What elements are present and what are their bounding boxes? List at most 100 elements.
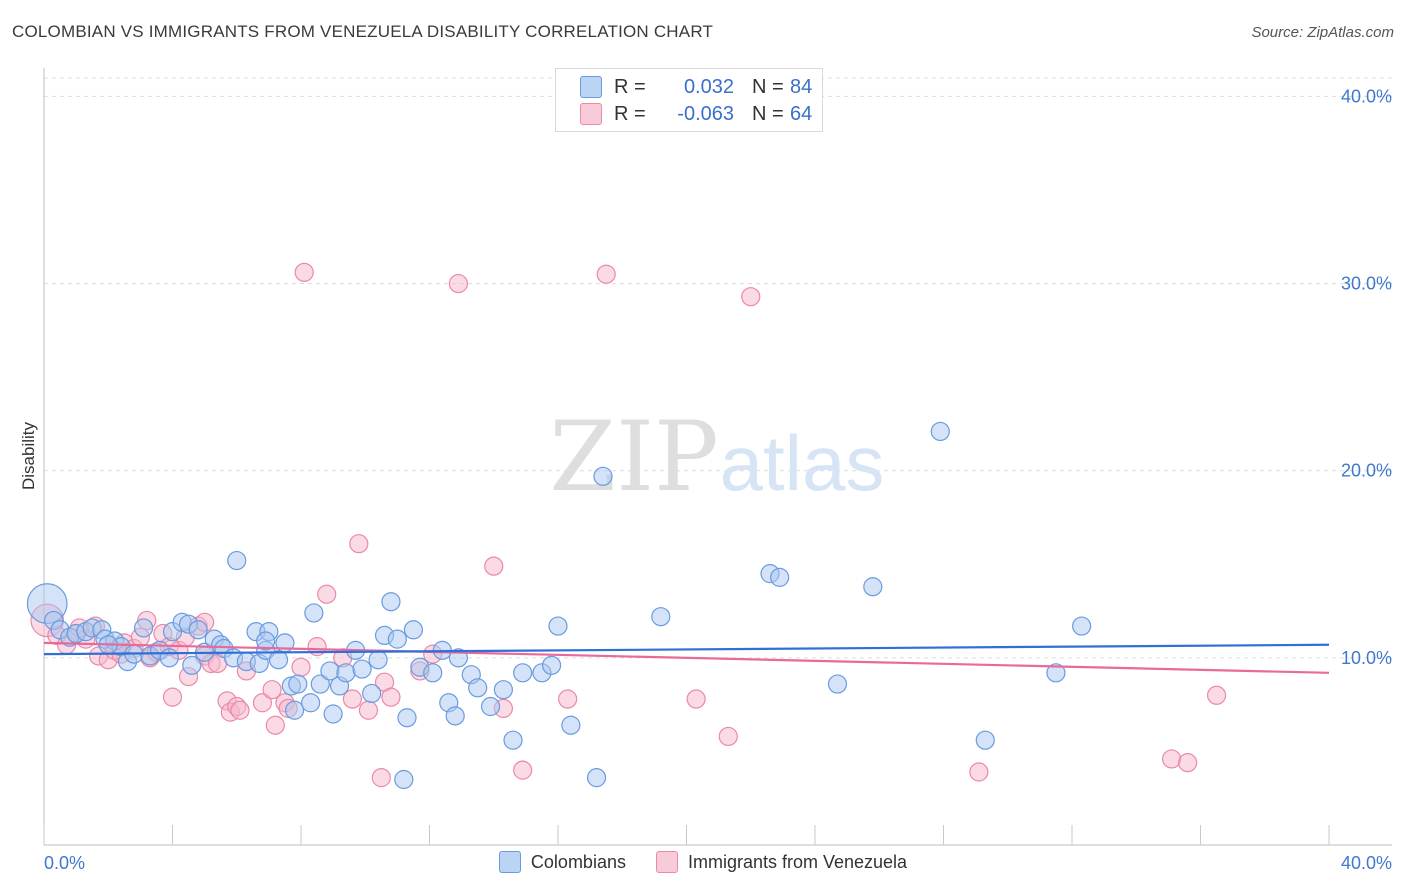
colombians-point [1046,663,1066,683]
colombians-point [445,706,465,726]
watermark: ZIP atlas [549,401,884,513]
venezuela-point [448,273,469,294]
legend-label-colombians: Colombians [530,851,626,872]
x-axis-ticks [43,825,1330,845]
stats-row-venezuela: R = -0.063 N = 64 [580,100,812,128]
venezuela-swatch [580,103,602,125]
colombians-point [1072,616,1092,636]
colombians-point [288,674,308,694]
colombians-point [133,618,154,638]
colombians-point [403,620,424,640]
venezuela-point [686,689,706,709]
colombians-point [503,730,523,750]
colombians-point [182,655,202,675]
venezuela-point [969,762,989,782]
colombians-point [336,663,356,683]
colombians-point [188,620,208,640]
colombians-point [493,680,513,700]
r-value: 0.032 [683,75,734,98]
n-label: N = [752,75,784,98]
gridlines [44,77,1392,659]
colombians-point [541,655,562,675]
venezuela-legend-swatch [655,851,678,873]
colombians-point [480,696,501,717]
colombians-point [159,648,179,668]
venezuela-point [252,693,273,713]
colombians-point [381,592,401,612]
colombians-point [561,715,581,735]
colombians-point [284,700,305,720]
venezuela-point [718,726,738,747]
chart-title: COLOMBIAN VS IMMIGRANTS FROM VENEZUELA D… [12,22,714,41]
y-tick-label: 30.0% [1341,274,1392,294]
r-value: -0.063 [677,102,734,125]
legend-item-venezuela[interactable]: Immigrants from Venezuela [655,851,908,873]
colombians-legend-swatch [498,851,521,873]
venezuela-trend-line [43,641,1330,674]
colombians-point [256,631,276,651]
venezuela-point [741,287,761,307]
colombians-trend-line [43,643,1330,656]
y-tick-labels: 10.0% 20.0% 30.0% 40.0% [1341,86,1392,667]
watermark-atlas: atlas [720,419,885,507]
colombians-point [423,663,443,683]
venezuela-point [265,715,285,735]
venezuela-point [358,700,379,720]
x-tick-label-min: 0.0% [44,853,85,873]
colombians-point [863,577,883,597]
watermark-zip: ZIP [549,401,718,513]
colombians-point [593,466,613,486]
axes [43,68,1392,846]
colombians-point [930,421,950,442]
colombians-point [827,674,848,694]
colombians-point [323,704,343,724]
colombians-point [310,674,330,694]
colombians-point [362,683,382,704]
venezuela-point [317,584,337,604]
colombians-point [301,693,321,713]
venezuela-point [262,680,282,700]
series-colombians-points [26,421,1092,790]
colombians-point [227,550,247,571]
venezuela-point [342,689,362,709]
series-legend: Colombians Immigrants from Venezuela [0,851,1406,873]
n-label: N = [752,102,784,125]
venezuela-point [291,657,311,677]
trend-lines [43,641,1330,674]
r-label: R = [614,75,646,98]
venezuela-point [1206,685,1227,705]
colombians-point [304,603,324,623]
colombians-point [268,650,289,670]
colombians-point [513,663,533,683]
y-axis-title: Disability [19,421,38,490]
colombians-swatch [580,76,602,98]
venezuela-point [294,262,314,282]
y-tick-label: 20.0% [1341,461,1392,481]
n-value: 84 [790,75,813,98]
colombians-point [651,607,671,627]
venezuela-point [513,760,533,780]
legend-label-venezuela: Immigrants from Venezuela [687,851,908,872]
x-tick-label-max: 40.0% [1341,853,1392,873]
colombians-point [352,659,372,679]
colombians-point [397,708,417,728]
venezuela-point [596,264,616,284]
y-tick-label: 40.0% [1341,86,1392,106]
venezuela-point [558,689,578,709]
venezuela-point [1161,749,1182,769]
stats-row-colombians: R = 0.032 N = 84 [580,73,812,101]
venezuela-point [381,687,401,707]
venezuela-point [484,556,504,576]
colombians-point [387,629,407,649]
n-value: 64 [790,102,813,125]
venezuela-point [230,700,250,720]
colombians-point [975,730,995,750]
y-tick-label: 10.0% [1341,648,1392,668]
source-credit: Source: ZipAtlas.com [1251,24,1394,41]
stats-legend: R = 0.032 N = 84 R = -0.063 N = 64 [555,68,823,132]
r-label: R = [614,102,646,125]
venezuela-point [1178,753,1198,773]
colombians-point [468,678,488,698]
legend-item-colombians[interactable]: Colombians [498,851,626,873]
